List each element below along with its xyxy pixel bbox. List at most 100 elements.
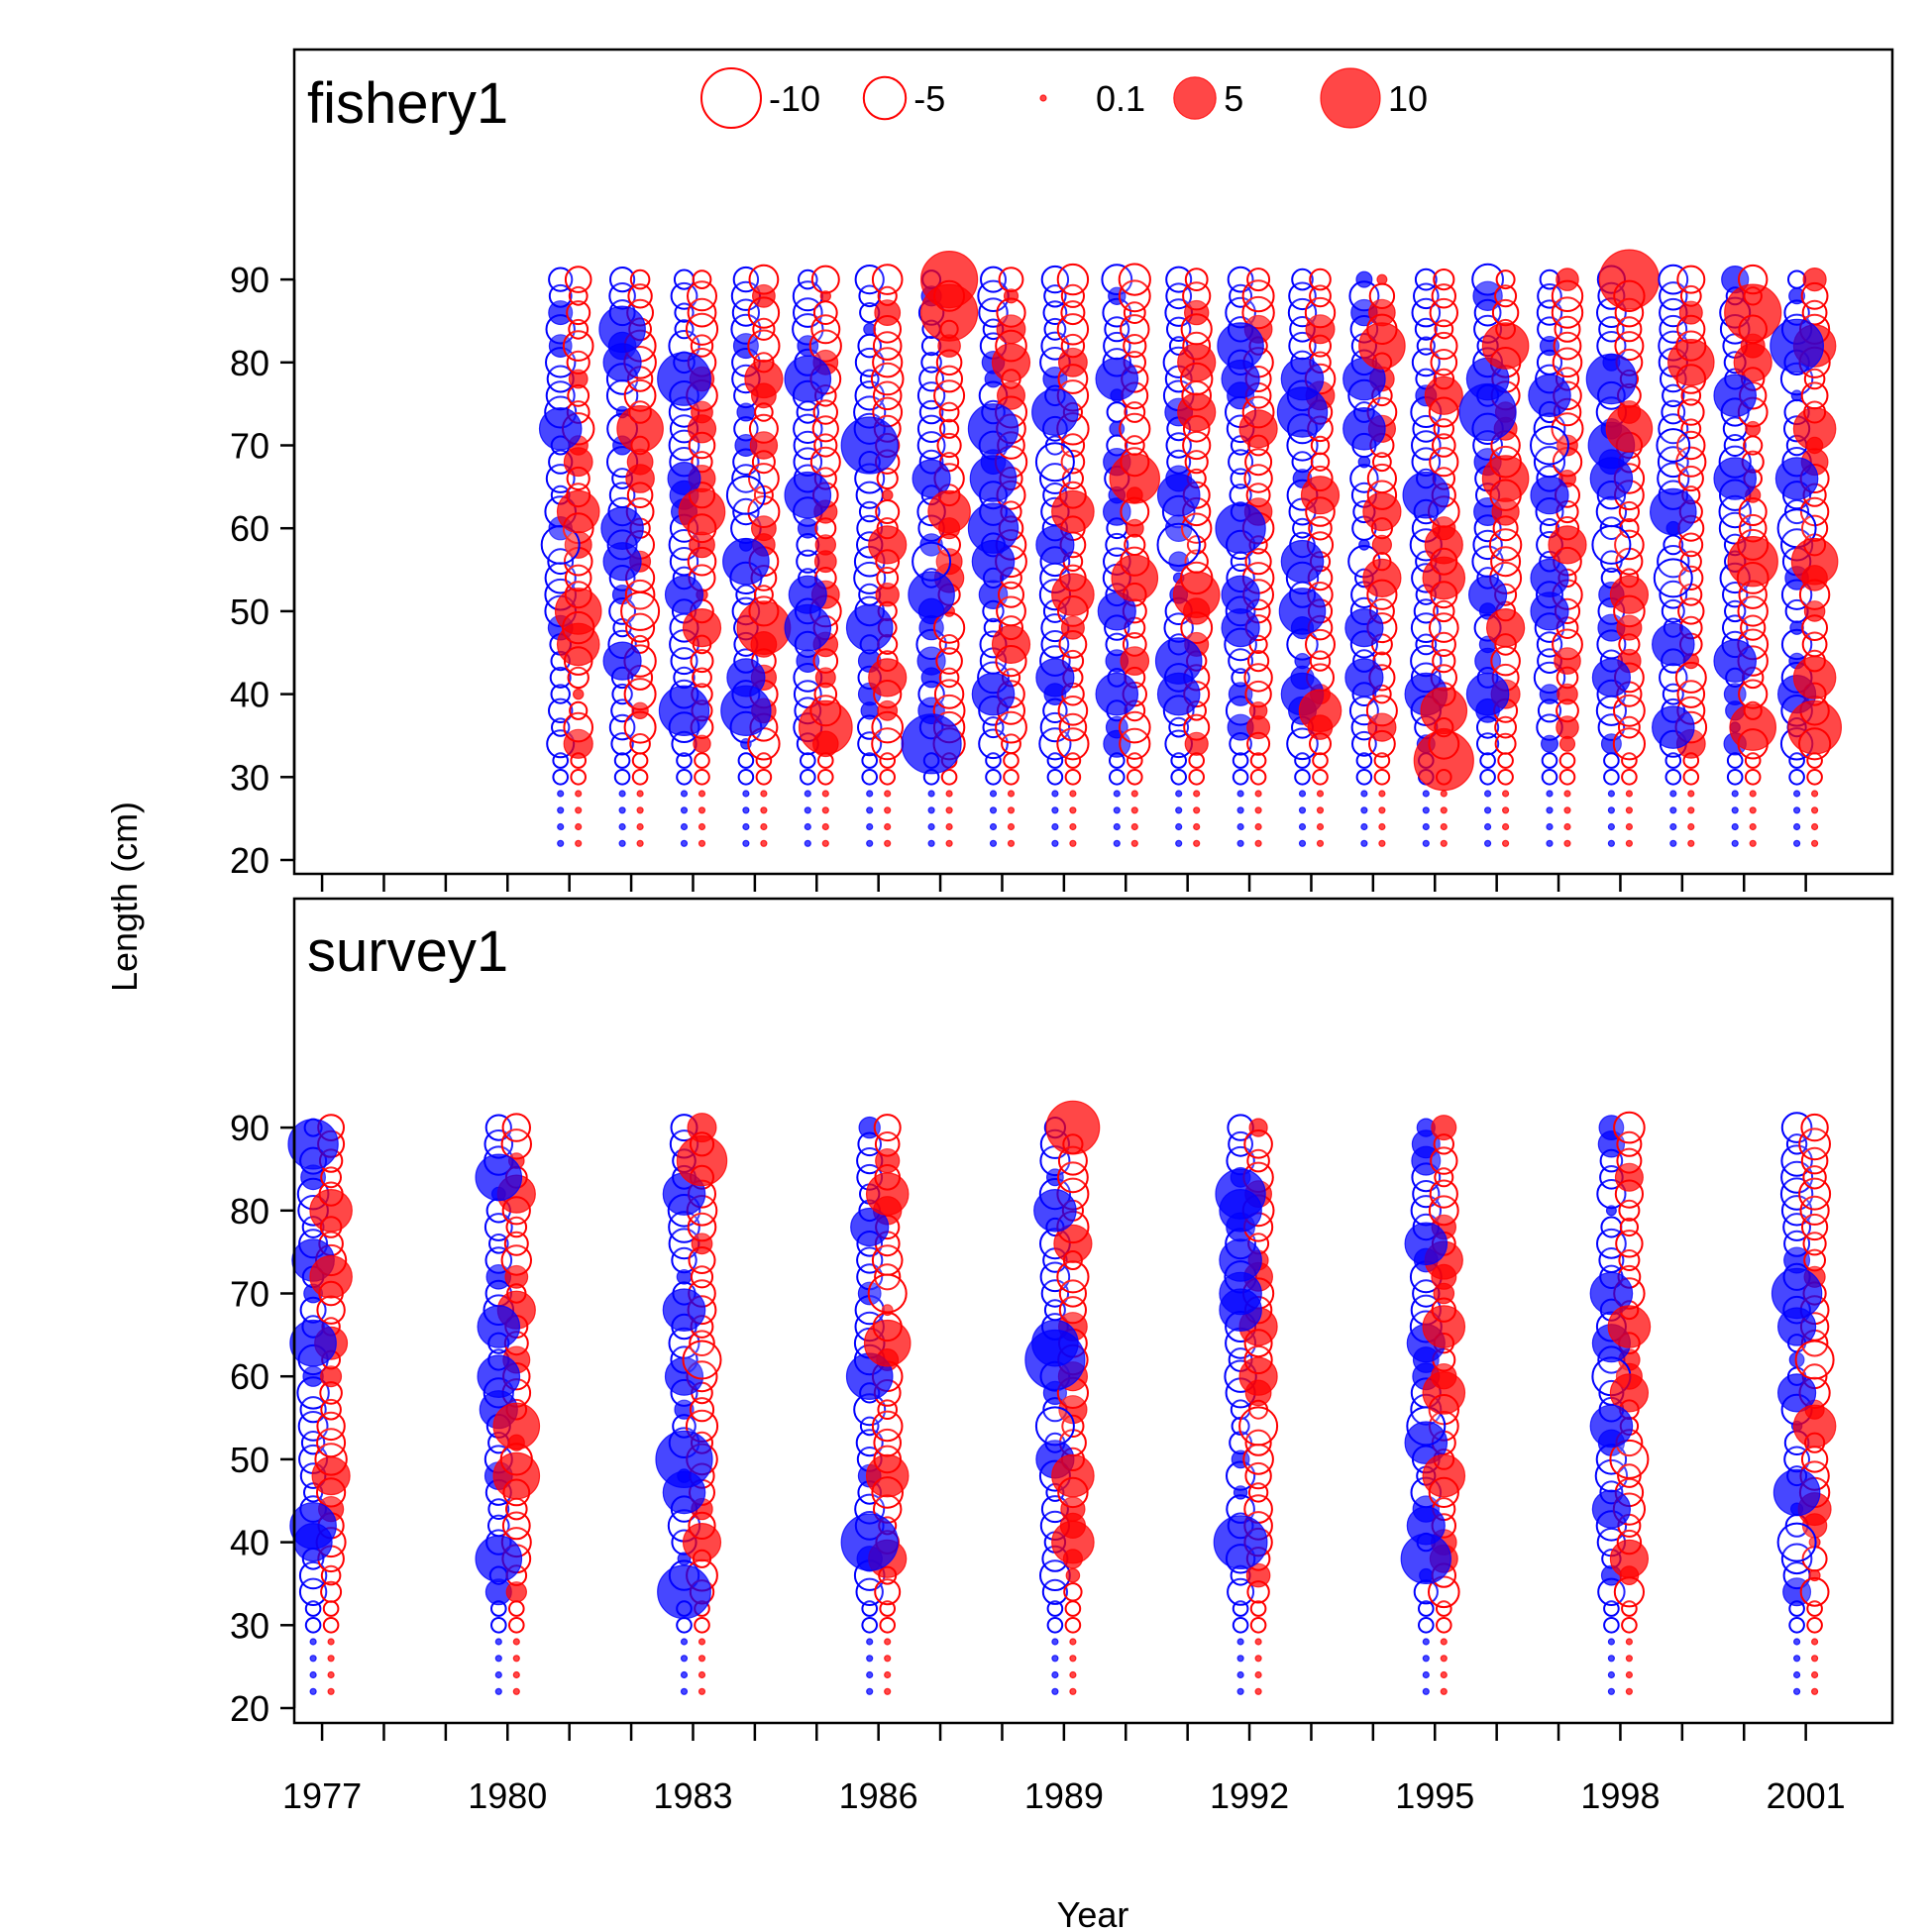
bubble-fishery1-1988-male-28 (989, 790, 998, 798)
bubble-fishery1-1996-female-90 (1495, 269, 1516, 290)
bubble-survey1-1986-male-26 (866, 1655, 874, 1663)
bubble-fishery1-1988-male-72 (967, 403, 1020, 455)
bubble-fishery1-1991-female-60 (1181, 512, 1213, 544)
bubble-survey1-1995-female-48 (1422, 1453, 1466, 1498)
bubble-fishery1-1986-female-52 (875, 583, 900, 607)
bubble-fishery1-1991-female-28 (1193, 790, 1201, 798)
bubble-fishery1-1996-male-32 (1479, 752, 1496, 769)
bubble-fishery1-1984-female-70 (749, 431, 779, 460)
bubble-fishery1-1988-female-46 (991, 624, 1031, 665)
bubble-survey1-1995-female-28 (1440, 1638, 1448, 1646)
bubble-fishery1-1984-female-24 (760, 822, 768, 831)
bubble-survey1-1983-female-24 (698, 1670, 706, 1679)
bubble-fishery1-1986-male-30 (861, 769, 879, 786)
bubble-survey1-1998-male-90 (1598, 1115, 1625, 1140)
bubble-fishery1-1985-female-26 (821, 806, 829, 814)
bubble-fishery1-1992-male-48 (1221, 607, 1260, 648)
bubble-fishery1-1998-male-32 (1603, 752, 1620, 769)
bubble-fishery1-1994-male-22 (1360, 839, 1368, 847)
bubble-survey1-1980-male-30 (490, 1617, 507, 1634)
bubble-fishery1-1999-male-52 (1659, 580, 1688, 609)
bubble-fishery1-1986-female-90 (871, 264, 904, 295)
y-tick-label-fishery1-90: 90 (230, 260, 269, 300)
bubble-fishery1-1987-female-28 (945, 790, 953, 798)
bubble-fishery1-1999-female-80 (1667, 338, 1715, 386)
bubble-fishery1-1996-male-24 (1483, 822, 1492, 831)
bubble-fishery1-1989-female-30 (1064, 769, 1082, 786)
bubble-survey1-1983-male-24 (680, 1670, 689, 1679)
bubble-fishery1-1985-male-22 (804, 839, 811, 847)
bubble-fishery1-1986-female-26 (884, 806, 892, 814)
bubble-fishery1-1989-female-32 (1064, 752, 1082, 769)
bubble-fishery1-1984-female-26 (760, 806, 768, 814)
bubble-fishery1-2001-male-22 (1792, 839, 1801, 847)
bubble-fishery1-1990-male-90 (1101, 264, 1133, 296)
x-tick-label-1980: 1980 (468, 1775, 547, 1816)
bubble-fishery1-1995-female-72 (1433, 418, 1455, 440)
bubble-fishery1-1982-female-32 (631, 752, 649, 769)
bubble-survey1-1983-female-76 (691, 1233, 713, 1255)
bubble-survey1-1998-female-88 (1616, 1130, 1643, 1157)
bubble-fishery1-1983-female-74 (691, 400, 713, 424)
bubble-fishery1-1999-female-40 (1676, 680, 1706, 708)
bubble-survey1-1998-male-26 (1607, 1655, 1616, 1663)
bubble-fishery1-1993-female-24 (1316, 822, 1325, 831)
bubble-fishery1-1985-female-74 (812, 399, 838, 425)
bubble-fishery1-1984-male-38 (720, 685, 772, 737)
bubble-survey1-1977-male-42 (289, 1502, 337, 1550)
x-axis-title: Year (1057, 1894, 1129, 1932)
bubble-fishery1-1984-male-90 (732, 266, 760, 293)
bubble-fishery1-2001-female-78 (1803, 368, 1826, 390)
bubble-fishery1-1986-male-84 (863, 322, 877, 336)
bubble-fishery1-1997-female-36 (1556, 715, 1579, 739)
bubble-fishery1-2001-female-24 (1810, 822, 1819, 831)
x-tick-label-1989: 1989 (1024, 1775, 1104, 1816)
bubble-fishery1-1990-male-78 (1095, 357, 1139, 401)
bubble-fishery1-1988-male-22 (989, 839, 998, 847)
bubble-survey1-1977-male-22 (309, 1687, 317, 1695)
bubble-fishery1-1999-male-56 (1657, 545, 1690, 579)
bubble-fishery1-1981-female-26 (575, 806, 583, 814)
bubble-fishery1-1996-male-74 (1458, 382, 1517, 442)
bubble-fishery1-1997-female-90 (1556, 268, 1579, 291)
bubble-survey1-1992-female-32 (1249, 1600, 1267, 1617)
bubble-survey1-1983-female-78 (687, 1212, 717, 1242)
bubble-fishery1-2000-male-26 (1731, 806, 1739, 814)
bubble-survey1-1995-male-76 (1404, 1222, 1449, 1266)
bubble-fishery1-1997-female-58 (1548, 525, 1587, 565)
bubble-fishery1-1995-female-70 (1432, 433, 1456, 458)
bubble-fishery1-2001-female-56 (1790, 537, 1839, 586)
bubble-fishery1-1986-male-22 (866, 839, 874, 847)
bubble-fishery1-1985-female-28 (821, 790, 829, 798)
bubble-fishery1-1987-female-26 (945, 806, 953, 814)
bubble-survey1-1998-male-78 (1600, 1216, 1623, 1238)
bubble-fishery1-1983-female-24 (698, 822, 706, 831)
bubble-fishery1-1993-female-26 (1316, 806, 1325, 814)
bubble-fishery1-1983-male-88 (670, 281, 698, 310)
bubble-fishery1-1989-male-90 (1040, 265, 1070, 294)
bubble-fishery1-1986-female-58 (868, 525, 908, 565)
bubble-survey1-1980-female-26 (512, 1655, 520, 1663)
bubble-fishery1-1991-female-58 (1186, 535, 1207, 555)
bubble-fishery1-1998-female-84 (1616, 316, 1643, 343)
bubble-fishery1-1994-female-26 (1378, 806, 1386, 814)
bubble-fishery1-1998-female-72 (1605, 404, 1654, 453)
bubble-fishery1-1983-female-62 (678, 487, 726, 536)
bubble-fishery1-1995-male-82 (1416, 336, 1436, 356)
bubble-survey1-1995-male-24 (1422, 1670, 1430, 1679)
bubble-survey1-1995-female-90 (1431, 1115, 1457, 1141)
bubble-fishery1-1988-female-22 (1007, 839, 1016, 847)
y-tick-label-fishery1-20: 20 (230, 840, 269, 881)
bubble-fishery1-1981-male-86 (548, 300, 574, 326)
bubble-fishery1-2000-female-22 (1749, 839, 1757, 847)
bubble-fishery1-1992-male-82 (1217, 322, 1264, 370)
bubble-survey1-1983-male-26 (680, 1655, 689, 1663)
bubble-survey1-1992-male-82 (1215, 1168, 1266, 1220)
bubble-fishery1-2000-female-28 (1749, 790, 1757, 798)
bubble-fishery1-2001-male-26 (1792, 806, 1801, 814)
bubble-fishery1-1998-male-26 (1607, 806, 1616, 814)
bubble-survey1-1992-female-24 (1254, 1670, 1262, 1679)
bubble-survey1-1986-male-40 (840, 1513, 899, 1571)
bubble-survey1-1986-male-28 (866, 1638, 874, 1646)
bubble-fishery1-1986-female-80 (872, 347, 904, 378)
